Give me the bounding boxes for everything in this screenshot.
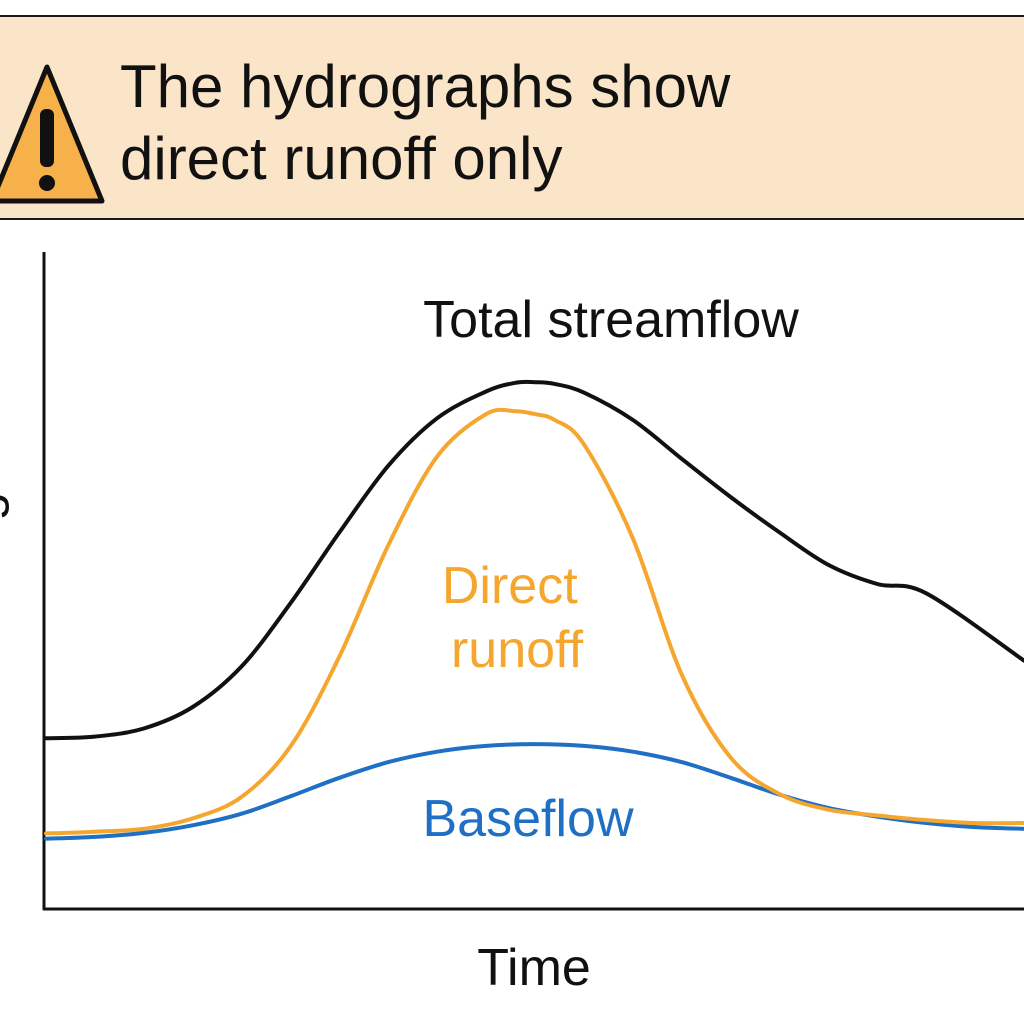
series-label-baseflow: Baseflow — [423, 790, 634, 848]
x-axis-label: Time — [477, 939, 591, 997]
warning-message-line-1: The hydrographs show — [120, 53, 731, 120]
series-line-direct-runoff — [44, 407, 1024, 836]
y-axis-label: Discharge — [0, 463, 10, 697]
series-label-direct-runoff: Direct runoff — [442, 557, 592, 679]
series-line-total-streamflow — [44, 379, 1024, 741]
series-label-total-streamflow: Total streamflow — [423, 291, 799, 349]
warning-exclamation-bar — [40, 109, 54, 167]
warning-message: The hydrographs show direct runoff only — [120, 51, 1000, 195]
warning-exclamation-dot — [39, 175, 55, 191]
series-layer — [44, 379, 1024, 841]
warning-message-line-2: direct runoff only — [120, 125, 563, 192]
series-label-direct-runoff-line-2: runoff — [451, 621, 584, 679]
warning-icon — [0, 64, 105, 204]
series-label-direct-runoff-line-1: Direct — [442, 557, 578, 615]
warning-banner: The hydrographs show direct runoff only — [0, 15, 1024, 220]
